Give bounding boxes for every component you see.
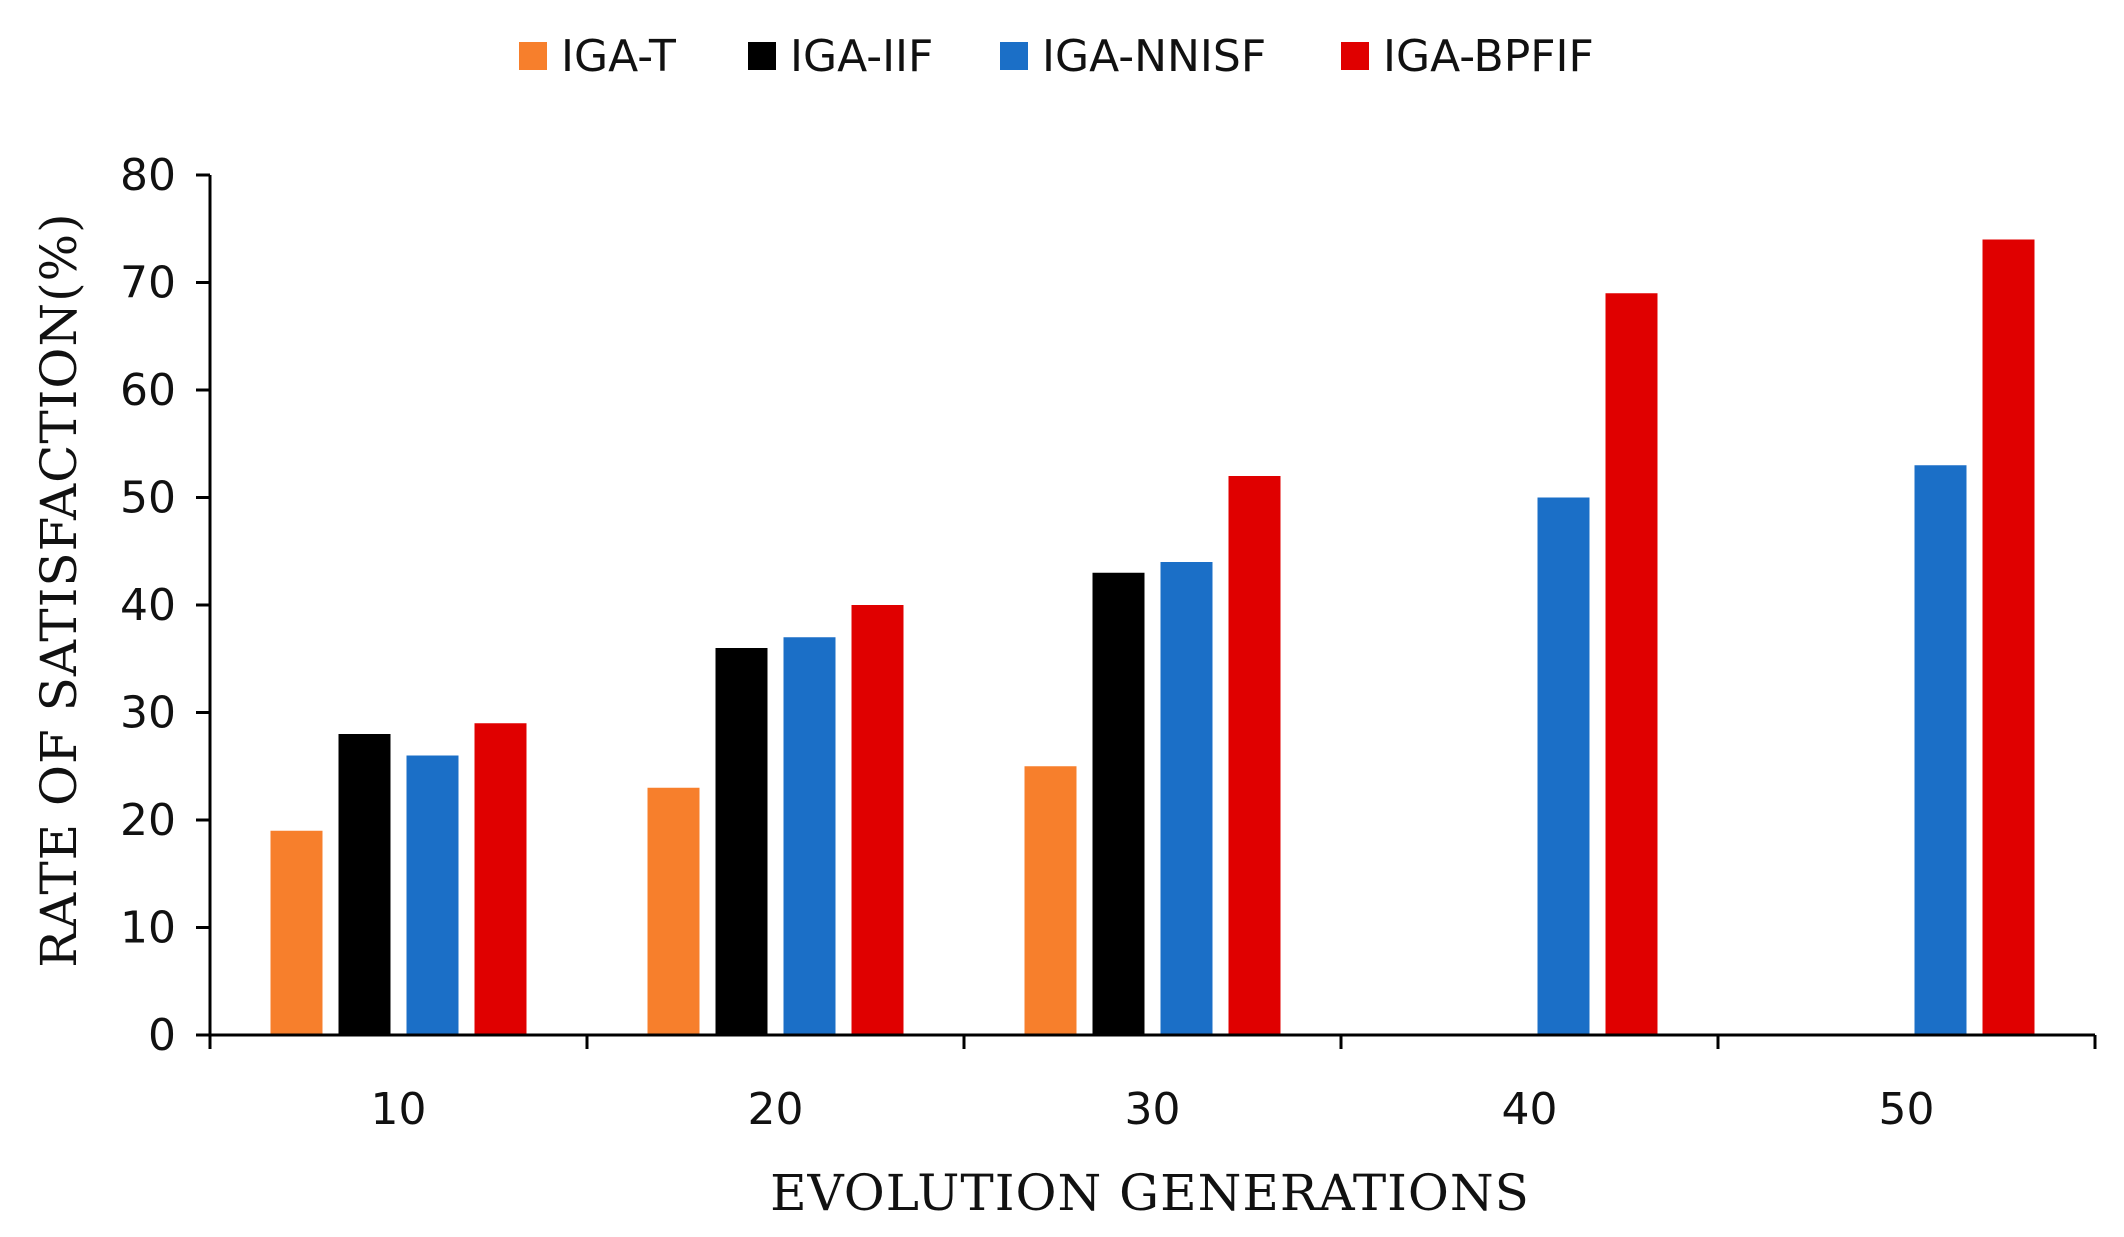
x-tick-label: 30 — [1125, 1084, 1181, 1135]
bar-iga-nnisf-30 — [1160, 562, 1213, 1035]
y-tick-label: 50 — [120, 473, 176, 524]
legend-swatch-iga-nnisf — [1000, 42, 1028, 70]
bar-iga-bpfif-50 — [1982, 239, 2035, 1035]
x-tick-label: 40 — [1502, 1084, 1558, 1135]
y-tick-label: 10 — [120, 903, 176, 954]
y-tick-label: 80 — [120, 150, 176, 201]
y-tick-label: 60 — [120, 365, 176, 416]
bar-iga-bpfif-30 — [1228, 476, 1281, 1035]
bars — [270, 239, 2035, 1035]
bar-iga-t-30 — [1024, 766, 1077, 1035]
y-tick-label: 20 — [120, 795, 176, 846]
x-tick-label: 10 — [371, 1084, 427, 1135]
y-tick-label: 40 — [120, 580, 176, 631]
bar-iga-bpfif-40 — [1605, 293, 1658, 1035]
x-axis-title: EVOLUTION GENERATIONS — [770, 1164, 1530, 1222]
bar-iga-nnisf-20 — [783, 637, 836, 1035]
y-tick-label: 70 — [120, 258, 176, 309]
bar-iga-t-20 — [647, 787, 700, 1035]
legend-label-iga-bpfif: IGA-BPFIF — [1383, 31, 1594, 82]
bar-iga-nnisf-50 — [1914, 465, 1967, 1035]
legend-swatch-iga-t — [519, 42, 547, 70]
y-axis-title: RATE OF SATISFACTION(%) — [30, 212, 88, 967]
axes: 0 10 20 30 40 50 60 70 80 10 20 30 40 50 — [120, 150, 2097, 1135]
bar-iga-iif-20 — [715, 648, 768, 1035]
legend-swatch-iga-iif — [748, 42, 776, 70]
bar-iga-bpfif-20 — [851, 605, 904, 1035]
legend-label-iga-iif: IGA-IIF — [790, 31, 933, 82]
x-tick-label: 20 — [748, 1084, 804, 1135]
bar-iga-nnisf-40 — [1537, 497, 1590, 1035]
legend-label-iga-nnisf: IGA-NNISF — [1042, 31, 1266, 82]
bar-iga-iif-10 — [338, 734, 391, 1035]
y-tick-label: 30 — [120, 688, 176, 739]
bar-iga-t-10 — [270, 830, 323, 1035]
y-tick-label: 0 — [148, 1010, 176, 1061]
bar-iga-nnisf-10 — [406, 755, 459, 1035]
x-tick-label: 50 — [1879, 1084, 1935, 1135]
bar-iga-iif-30 — [1092, 572, 1145, 1035]
bar-iga-bpfif-10 — [474, 723, 527, 1035]
legend-swatch-iga-bpfif — [1341, 42, 1369, 70]
legend-label-iga-t: IGA-T — [561, 31, 676, 82]
legend: IGA-T IGA-IIF IGA-NNISF IGA-BPFIF — [519, 31, 1594, 82]
